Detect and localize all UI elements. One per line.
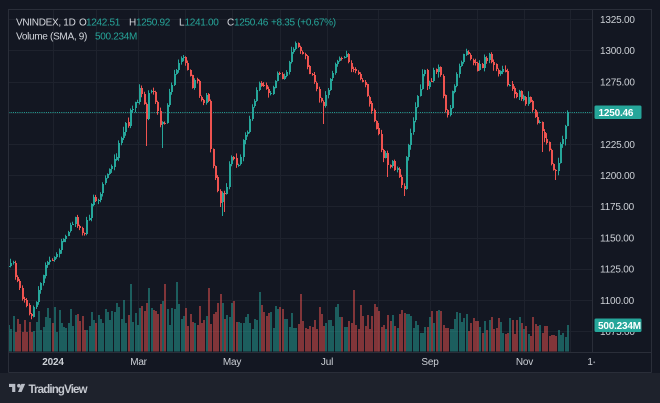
svg-text:H: H [129,18,136,29]
svg-text:1075.00: 1075.00 [600,327,635,338]
svg-text:Volume (SMA, 9): Volume (SMA, 9) [16,32,87,43]
svg-text:1200.00: 1200.00 [600,171,635,182]
svg-text:L: L [179,18,185,29]
svg-text:1250.46: 1250.46 [234,18,269,29]
svg-text:1175.00: 1175.00 [600,202,635,213]
svg-text:1325.00: 1325.00 [600,15,635,26]
svg-text:1: 1 [587,357,593,368]
svg-text:O: O [79,18,87,29]
svg-text:VNINDEX, 1D: VNINDEX, 1D [16,18,76,29]
svg-text:1250.46: 1250.46 [599,108,634,119]
svg-text:+8.35 (+0.67%): +8.35 (+0.67%) [271,18,336,29]
svg-text:Jul: Jul [321,357,333,368]
svg-text:TradingView: TradingView [29,384,88,396]
svg-text:May: May [223,357,241,368]
svg-text:1275.00: 1275.00 [600,77,635,88]
svg-text:1242.51: 1242.51 [86,18,121,29]
svg-text:2024: 2024 [42,357,64,368]
svg-text:1225.00: 1225.00 [600,140,635,151]
svg-text:1300.00: 1300.00 [600,46,635,57]
svg-text:500.234M: 500.234M [95,32,137,43]
svg-text:500.234M: 500.234M [598,321,641,332]
svg-text:Mar: Mar [130,357,147,368]
svg-text:1150.00: 1150.00 [600,233,635,244]
svg-text:1125.00: 1125.00 [600,265,635,276]
svg-text:Sep: Sep [421,357,439,368]
svg-text:1250.92: 1250.92 [136,18,171,29]
svg-text:1100.00: 1100.00 [600,296,635,307]
svg-text:C: C [227,18,234,29]
svg-text:1241.00: 1241.00 [185,18,220,29]
svg-text:Nov: Nov [516,357,533,368]
